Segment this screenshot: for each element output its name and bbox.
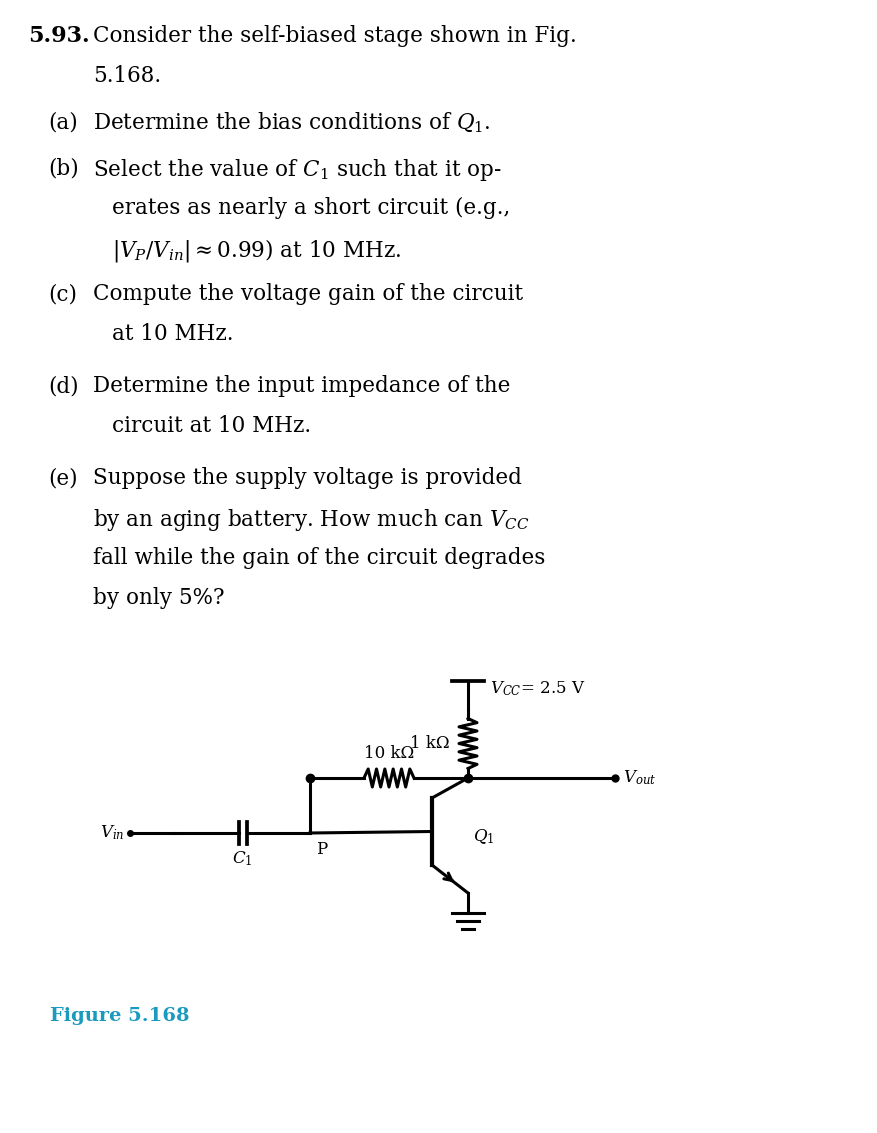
Text: (b): (b) bbox=[48, 157, 79, 179]
Text: 10 kΩ: 10 kΩ bbox=[364, 746, 414, 763]
Text: 5.168.: 5.168. bbox=[93, 65, 161, 87]
Text: (c): (c) bbox=[48, 283, 77, 305]
Text: (d): (d) bbox=[48, 375, 79, 397]
Text: $Q_1$: $Q_1$ bbox=[473, 827, 495, 846]
Text: fall while the gain of the circuit degrades: fall while the gain of the circuit degra… bbox=[93, 547, 545, 569]
Text: $V_{CC}$= 2.5 V: $V_{CC}$= 2.5 V bbox=[490, 679, 586, 698]
Text: Determine the input impedance of the: Determine the input impedance of the bbox=[93, 375, 510, 397]
Text: Determine the bias conditions of $Q_1$.: Determine the bias conditions of $Q_1$. bbox=[93, 111, 490, 135]
Text: Suppose the supply voltage is provided: Suppose the supply voltage is provided bbox=[93, 467, 522, 489]
Text: P: P bbox=[316, 841, 327, 858]
Text: 1 kΩ: 1 kΩ bbox=[410, 735, 450, 752]
Text: $V_{in}$: $V_{in}$ bbox=[100, 824, 124, 842]
Text: erates as nearly a short circuit (e.g.,: erates as nearly a short circuit (e.g., bbox=[112, 197, 510, 219]
Text: $|V_P/V_{in}| \approx 0.99$) at 10 MHz.: $|V_P/V_{in}| \approx 0.99$) at 10 MHz. bbox=[112, 237, 401, 264]
Text: circuit at 10 MHz.: circuit at 10 MHz. bbox=[112, 415, 311, 437]
Text: (a): (a) bbox=[48, 111, 78, 133]
Text: by only 5%?: by only 5%? bbox=[93, 587, 225, 610]
Text: $V_{out}$: $V_{out}$ bbox=[623, 768, 656, 787]
Text: Consider the self-biased stage shown in Fig.: Consider the self-biased stage shown in … bbox=[93, 25, 577, 46]
Text: by an aging battery. How much can $V_{CC}$: by an aging battery. How much can $V_{CC… bbox=[93, 506, 530, 533]
Text: Figure 5.168: Figure 5.168 bbox=[50, 1007, 189, 1025]
Text: at 10 MHz.: at 10 MHz. bbox=[112, 323, 233, 346]
Text: (e): (e) bbox=[48, 467, 78, 489]
Text: 5.93.: 5.93. bbox=[28, 25, 89, 46]
Text: $C_1$: $C_1$ bbox=[232, 849, 253, 868]
Text: Select the value of $C_1$ such that it op-: Select the value of $C_1$ such that it o… bbox=[93, 157, 502, 184]
Text: Compute the voltage gain of the circuit: Compute the voltage gain of the circuit bbox=[93, 283, 523, 305]
